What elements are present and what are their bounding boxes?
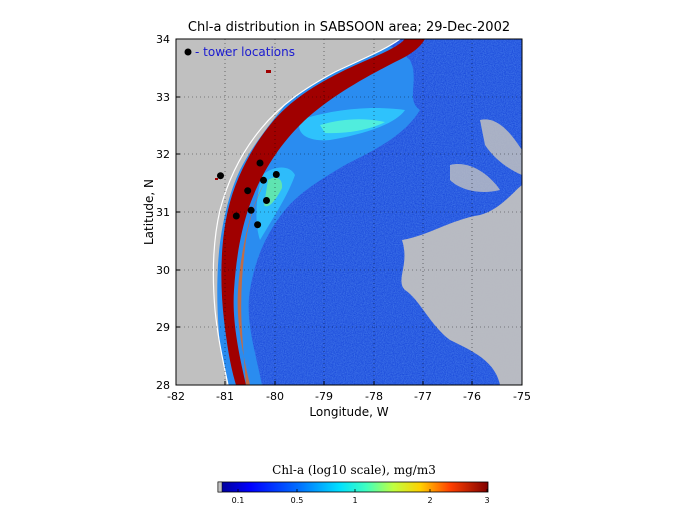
x-tick-label: -76 bbox=[463, 390, 481, 403]
x-tick-label: -80 bbox=[266, 390, 284, 403]
map-plot-area: - tower locations bbox=[176, 39, 522, 385]
y-tick-label: 34 bbox=[156, 33, 170, 46]
coastline bbox=[176, 39, 402, 385]
colorbar-title: Chl-a (log10 scale), mg/m3 bbox=[272, 463, 436, 477]
colorbar-tick-label: 2 bbox=[427, 496, 432, 505]
cloud-patches bbox=[401, 185, 522, 385]
y-tick-label: 33 bbox=[156, 91, 170, 104]
x-tick-label: -77 bbox=[414, 390, 432, 403]
axis-tick-marks bbox=[175, 38, 523, 386]
x-tick-labels: -82 -81 -80 -79 -78 -77 -76 -75 bbox=[167, 390, 531, 403]
tower-marker bbox=[256, 159, 264, 167]
tower-marker bbox=[260, 176, 267, 184]
colorbar-tick-label: 3 bbox=[484, 496, 489, 505]
y-tick-label: 32 bbox=[156, 148, 170, 161]
tower-legend-label: - tower locations bbox=[195, 45, 295, 59]
y-tick-label: 30 bbox=[156, 264, 170, 277]
coastal-high-chl bbox=[221, 39, 425, 385]
tower-marker bbox=[263, 197, 270, 204]
colorbar bbox=[217, 481, 489, 493]
colorbar-nodata-swatch bbox=[217, 481, 223, 493]
colorbar-tick-marks bbox=[237, 489, 488, 492]
x-tick-label: -79 bbox=[315, 390, 333, 403]
y-tick-label: 29 bbox=[156, 321, 170, 334]
tower-marker bbox=[272, 171, 280, 178]
colorbar-tick-label: 1 bbox=[352, 496, 357, 505]
map-title: Chl-a distribution in SABSOON area; 29-D… bbox=[188, 20, 510, 35]
y-tick-labels: 34 33 32 31 30 29 28 bbox=[156, 33, 170, 392]
x-tick-label: -75 bbox=[513, 390, 531, 403]
x-axis-label: Longitude, W bbox=[309, 405, 388, 419]
tower-marker bbox=[232, 212, 240, 220]
x-tick-label: -82 bbox=[167, 390, 185, 403]
colorbar-tick-label: 0.1 bbox=[232, 496, 245, 505]
x-tick-label: -78 bbox=[365, 390, 383, 403]
x-tick-label: -81 bbox=[216, 390, 234, 403]
tower-legend-marker bbox=[184, 48, 192, 56]
tower-marker bbox=[247, 206, 255, 214]
y-axis-label: Latitude, N bbox=[142, 179, 156, 245]
colorbar-tick-label: 0.5 bbox=[291, 496, 304, 505]
tower-marker bbox=[217, 172, 224, 180]
tower-markers bbox=[217, 159, 280, 229]
tower-marker bbox=[254, 221, 262, 229]
grid-lines bbox=[176, 39, 522, 385]
y-tick-label: 31 bbox=[156, 206, 170, 219]
tower-marker bbox=[244, 187, 252, 195]
y-tick-label: 28 bbox=[156, 379, 170, 392]
